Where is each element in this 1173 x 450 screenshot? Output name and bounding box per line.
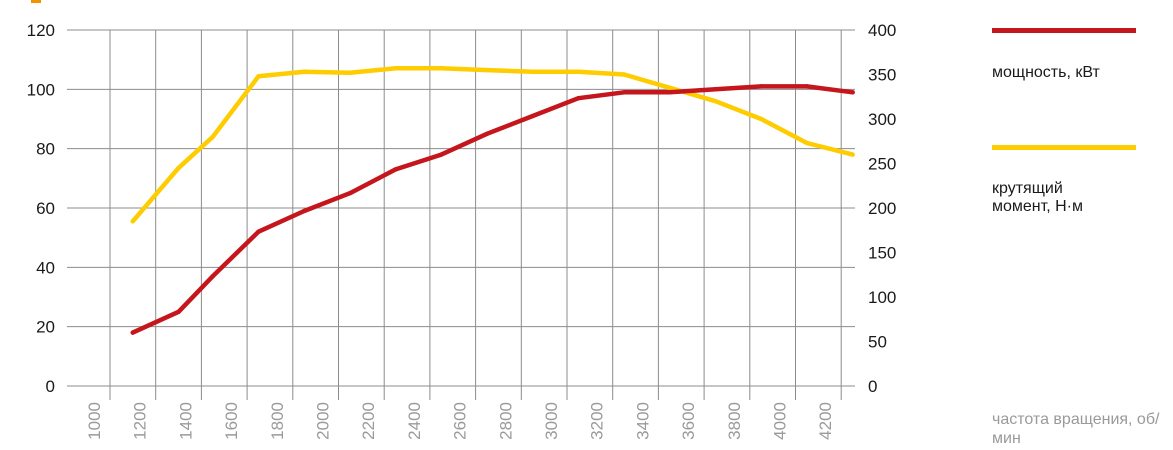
data-point-power [256, 229, 261, 234]
data-point-torque [850, 152, 855, 157]
y-right-tick-label: 100 [868, 288, 896, 307]
data-point-torque [484, 67, 490, 73]
y-left-tick-label: 100 [27, 80, 55, 99]
y-left-tick-label: 20 [36, 318, 55, 337]
y-right-tick-label: 150 [868, 244, 896, 263]
y-right-tick-label: 300 [868, 110, 896, 129]
data-point-power [393, 167, 398, 172]
x-tick-label: 3400 [633, 402, 652, 440]
data-point-power [530, 113, 535, 119]
data-point-torque [130, 219, 136, 224]
x-tick-label: 1800 [268, 402, 287, 440]
data-point-power [713, 87, 718, 92]
data-point-torque [621, 72, 627, 77]
data-point-torque [667, 85, 673, 91]
data-point-power [759, 84, 764, 89]
data-point-power [439, 152, 444, 157]
x-tick-label: 3800 [725, 402, 744, 440]
x-tick-label: 3000 [542, 402, 561, 440]
data-point-torque [302, 69, 307, 75]
x-tick-label: 1600 [222, 402, 241, 440]
legend-swatch-power [992, 28, 1136, 33]
legend-label-power: мощность, кВт [992, 64, 1100, 81]
x-tick-label: 1400 [176, 402, 195, 440]
data-point-torque [256, 74, 261, 79]
data-point-torque [576, 69, 581, 75]
x-tick-label: 3600 [679, 402, 698, 440]
x-tick-label: 4000 [771, 402, 790, 440]
top-accent-mark [31, 0, 41, 3]
legend-label-torque: крутящий момент, Н·м [992, 180, 1083, 215]
series-line-power [130, 84, 855, 335]
data-point-torque [759, 116, 764, 122]
data-point-power [347, 190, 353, 196]
x-tick-label: 2800 [496, 402, 515, 440]
legend-swatch-torque [992, 145, 1136, 150]
data-point-power [130, 330, 136, 335]
y-left-tick-label: 80 [36, 140, 55, 159]
data-point-torque [176, 165, 181, 171]
data-point-torque [804, 140, 810, 146]
x-axis-label: частота вращения, об/мин [992, 411, 1160, 447]
data-point-power [804, 84, 810, 89]
x-tick-label: 1200 [131, 402, 150, 440]
y-right-tick-label: 400 [868, 21, 896, 40]
data-point-torque [530, 69, 535, 75]
x-tick-label: 3200 [588, 402, 607, 440]
data-point-power [850, 90, 855, 95]
y-right-tick-label: 250 [868, 155, 896, 174]
x-tick-label: 2200 [359, 402, 378, 440]
y-left-tick-label: 120 [27, 21, 55, 40]
data-point-power [484, 131, 490, 137]
data-point-power [302, 208, 307, 214]
x-tick-label: 1000 [85, 402, 104, 440]
y-right-tick-label: 350 [868, 66, 896, 85]
data-point-torque [210, 134, 216, 139]
y-right-tick-label: 50 [868, 333, 887, 352]
data-point-torque [713, 99, 718, 104]
series-line-torque [130, 66, 855, 224]
data-point-torque [393, 66, 398, 71]
data-point-power [576, 96, 581, 101]
y-left-tick-label: 60 [36, 199, 55, 218]
y-left-tick-label: 0 [46, 377, 55, 396]
data-point-power [176, 309, 181, 315]
y-right-tick-label: 0 [868, 377, 877, 396]
y-left-tick-label: 40 [36, 258, 55, 277]
data-point-power [621, 90, 627, 95]
data-point-power [210, 274, 216, 279]
y-right-tick-label: 200 [868, 199, 896, 218]
x-tick-label: 2600 [451, 402, 470, 440]
data-point-power [667, 90, 673, 95]
data-point-torque [347, 70, 353, 75]
x-tick-label: 2000 [314, 402, 333, 440]
data-point-torque [439, 66, 444, 71]
x-tick-label: 2400 [405, 402, 424, 440]
x-tick-label: 4200 [816, 402, 835, 440]
